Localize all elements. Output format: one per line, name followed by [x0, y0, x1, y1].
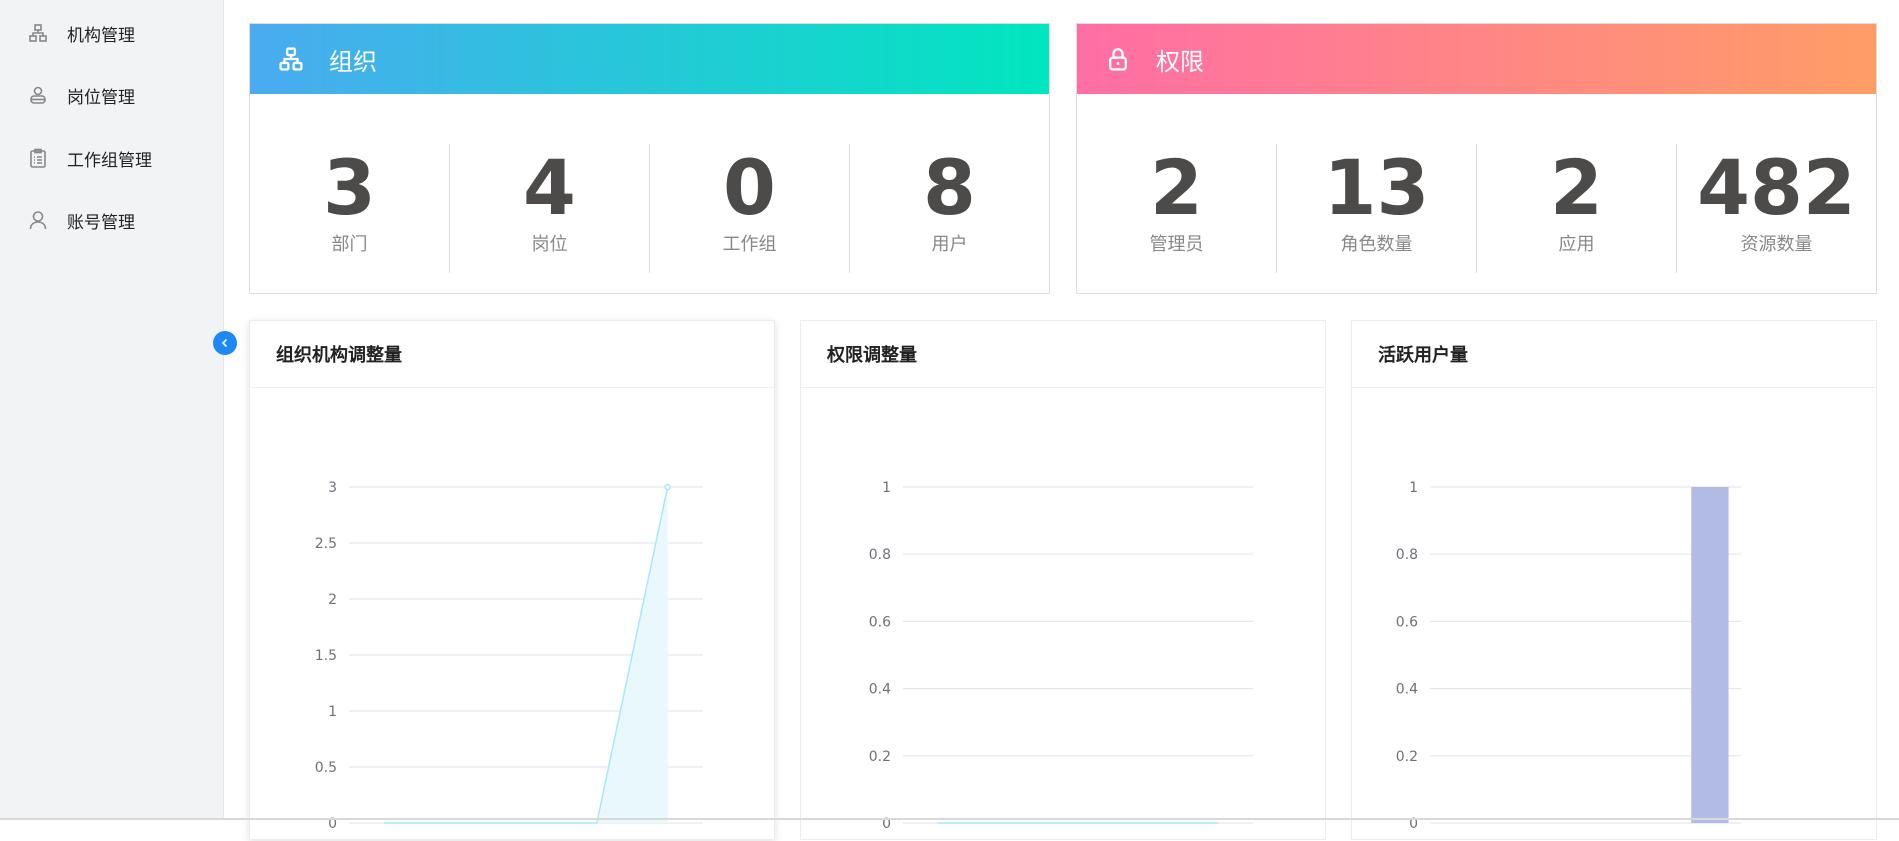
stat-label: 部门: [331, 234, 368, 255]
sidebar-item-label: 岗位管理: [67, 87, 135, 108]
active-users-chart-card: 活跃用户量 0 0.2 0.4 0.6 0.8 1: [1351, 320, 1877, 840]
chart-title: 权限调整量: [801, 321, 1325, 388]
sidebar-item-position[interactable]: 岗位管理: [0, 70, 223, 120]
stat-positions[interactable]: 4 岗位: [449, 144, 649, 273]
stat-value: 13: [1323, 143, 1430, 232]
permission-card-header: 权限: [1077, 24, 1876, 94]
window-bottom-edge: [0, 818, 1899, 820]
y-tick-label: 0.4: [869, 682, 891, 698]
permission-adjustment-chart-card: 权限调整量 0 0.2 0.4 0.6 0.8 1: [800, 320, 1326, 840]
y-tick-label: 3: [328, 480, 337, 496]
stat-workgroups[interactable]: 0 工作组: [649, 144, 849, 273]
y-tick-label: 0.2: [1396, 749, 1418, 765]
stat-label: 管理员: [1149, 234, 1204, 255]
bar: [1691, 487, 1729, 823]
stat-value: 2: [1150, 143, 1203, 232]
org-card-header: 组织: [250, 24, 1049, 94]
stat-label: 应用: [1558, 234, 1595, 255]
clipboard-icon: [30, 148, 46, 168]
stat-users[interactable]: 8 用户: [849, 144, 1049, 273]
y-tick-label: 0.6: [869, 614, 891, 630]
position-user-icon: [30, 86, 46, 104]
stat-label: 资源数量: [1740, 234, 1813, 255]
org-adjustment-chart-card: 组织机构调整量 0 0.5 1 1.5 2 2.5 3: [249, 320, 775, 840]
stat-roles[interactable]: 13 角色数量: [1276, 144, 1476, 273]
sidebar-item-label: 工作组管理: [67, 150, 152, 171]
sidebar-item-workgroup[interactable]: 工作组管理: [0, 133, 223, 183]
org-tree-icon: [279, 47, 303, 71]
stat-label: 角色数量: [1340, 234, 1413, 255]
y-tick-label: 1: [328, 704, 337, 720]
y-tick-label: 2: [328, 592, 337, 608]
stat-label: 用户: [931, 234, 968, 255]
y-tick-label: 0.8: [869, 547, 891, 563]
org-card: 组织 3 部门 4 岗位 0 工作组 8 用户: [249, 23, 1050, 294]
collapse-sidebar-button[interactable]: [213, 331, 237, 355]
stat-value: 4: [523, 143, 576, 232]
org-adjustment-chart: 00.511.522.53: [315, 480, 703, 832]
active-users-chart: 00.20.40.60.81: [1396, 480, 1741, 832]
stat-value: 8: [923, 143, 976, 232]
y-tick-label: 0.2: [869, 749, 891, 765]
y-tick-label: 0.6: [1396, 614, 1418, 630]
sidebar-item-label: 机构管理: [67, 25, 135, 46]
y-tick-label: 2.5: [315, 536, 337, 552]
stat-resources[interactable]: 482 资源数量: [1676, 144, 1876, 273]
org-tree-icon: [29, 24, 47, 42]
stat-label: 岗位: [531, 234, 568, 255]
stat-value: 3: [323, 143, 376, 232]
stat-admins[interactable]: 2 管理员: [1077, 144, 1276, 273]
chart-title: 组织机构调整量: [250, 321, 774, 388]
user-icon: [29, 211, 47, 230]
chevron-left-icon: [221, 338, 228, 348]
stat-departments[interactable]: 3 部门: [250, 144, 449, 273]
y-tick-label: 0.4: [1396, 682, 1418, 698]
y-tick-label: 0.5: [315, 760, 337, 776]
card-title: 组织: [329, 47, 377, 76]
data-point: [664, 483, 671, 491]
sidebar-item-account[interactable]: 账号管理: [0, 195, 223, 245]
sidebar-item-org[interactable]: 机构管理: [0, 8, 223, 58]
y-tick-label: 1.5: [315, 648, 337, 664]
stat-label: 工作组: [722, 234, 777, 255]
stat-apps[interactable]: 2 应用: [1476, 144, 1676, 273]
permission-card: 权限 2 管理员 13 角色数量 2 应用 482 资源数量: [1076, 23, 1877, 294]
y-tick-label: 1: [1409, 480, 1418, 496]
sidebar: 机构管理 岗位管理 工作组管理 账号管理: [0, 0, 224, 820]
lock-icon: [1109, 48, 1127, 71]
y-tick-label: 1: [882, 480, 891, 496]
y-tick-label: 0.8: [1396, 547, 1418, 563]
card-title: 权限: [1156, 47, 1204, 76]
area-fill: [384, 487, 668, 823]
chart-title: 活跃用户量: [1352, 321, 1876, 388]
stat-value: 482: [1697, 143, 1856, 232]
stat-value: 2: [1550, 143, 1603, 232]
permission-adjustment-chart: 00.20.40.60.81: [869, 480, 1253, 832]
stat-value: 0: [723, 143, 776, 232]
sidebar-item-label: 账号管理: [67, 212, 135, 233]
